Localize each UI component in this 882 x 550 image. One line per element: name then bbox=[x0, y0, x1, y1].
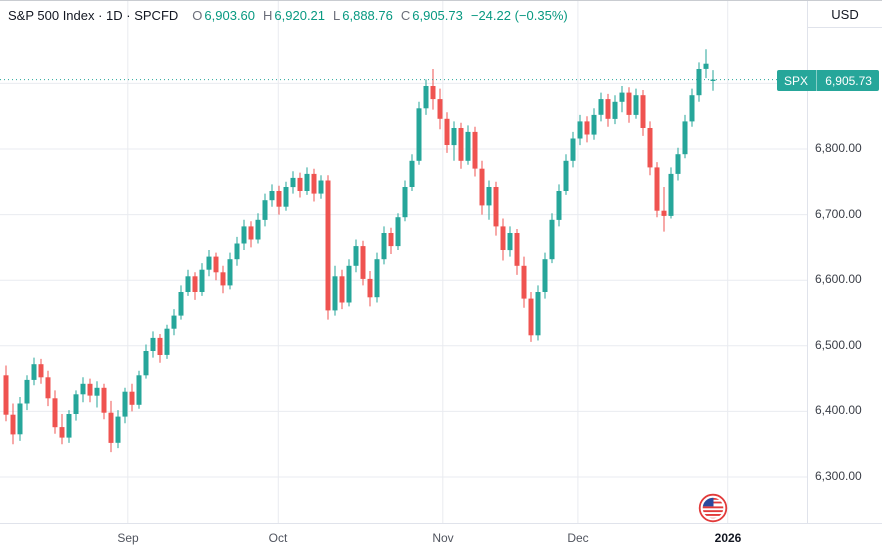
open-label: O bbox=[192, 8, 203, 23]
chart-legend: S&P 500 Index · 1D · SPCFD O 6,903.60 H 6,92… bbox=[8, 8, 568, 23]
change-value: −24.22 (−0.35%) bbox=[470, 8, 568, 23]
badge-symbol: SPX bbox=[784, 73, 809, 88]
price-tick-label: 6,600.00 bbox=[815, 272, 862, 286]
price-tick-label: 6,300.00 bbox=[815, 469, 862, 483]
price-tick-label: 6,800.00 bbox=[815, 141, 862, 155]
price-tick-label: 6,500.00 bbox=[815, 338, 862, 352]
close-value: 6,905.73 bbox=[412, 8, 463, 23]
badge-divider bbox=[816, 70, 818, 91]
price-axis[interactable]: SPX 6,905.73 6,800.00 6,700.00 6,600.00 6,5… bbox=[777, 1, 882, 523]
time-tick-label: 2026 bbox=[714, 531, 742, 545]
open-value: 6,903.60 bbox=[204, 8, 256, 23]
close-label: C bbox=[400, 8, 411, 23]
candlestick-chart[interactable]: S&P 500 Index · 1D · SPCFD O 6,903.60 H 6,92… bbox=[0, 1, 807, 523]
high-label: H bbox=[263, 8, 273, 23]
currency-button[interactable]: USD bbox=[807, 1, 882, 28]
current-price-badge: SPX 6,905.73 bbox=[777, 70, 879, 91]
price-tick-label: 6,700.00 bbox=[815, 207, 862, 221]
high-value: 6,920.21 bbox=[274, 8, 326, 23]
symbol-title[interactable]: S&P 500 Index · 1D · SPCFD bbox=[8, 8, 179, 23]
sp500-logo bbox=[698, 493, 728, 523]
low-value: 6,888.76 bbox=[342, 8, 393, 23]
us-flag-circle-icon bbox=[698, 493, 728, 523]
time-tick-label: Oct bbox=[268, 531, 288, 545]
time-tick-label: Sep bbox=[117, 531, 139, 545]
badge-price: 6,905.73 bbox=[825, 73, 872, 88]
time-axis[interactable]: Sep Oct Nov Dec 2026 bbox=[0, 523, 882, 550]
time-tick-label: Nov bbox=[432, 531, 454, 545]
chart-canvas[interactable] bbox=[0, 1, 807, 523]
price-tick-label: 6,400.00 bbox=[815, 403, 862, 417]
time-tick-label: Dec bbox=[567, 531, 589, 545]
low-label: L bbox=[333, 8, 341, 23]
